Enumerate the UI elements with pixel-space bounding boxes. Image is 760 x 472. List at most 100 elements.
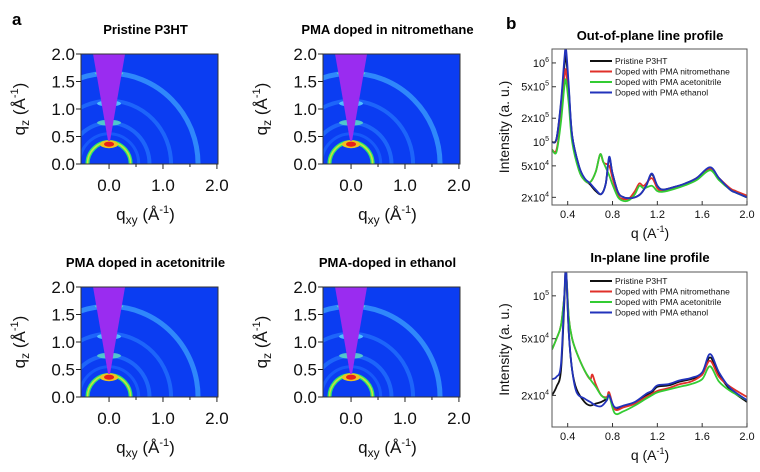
x-label-base: q (A — [631, 225, 657, 241]
panel-title: PMA-doped in ethanol — [319, 255, 456, 270]
x-label-close: ) — [169, 205, 175, 224]
legend-label: Doped with PMA acetonitrile — [615, 297, 722, 307]
y-tick-label: 2.0 — [51, 45, 75, 64]
y-label-base: q — [252, 359, 271, 368]
y-tick-label: 5x105 — [521, 81, 549, 94]
giwaxs-panel: PMA doped in acetonitrile 0.0 1.0 2.0 0.0 0.5… — [9, 255, 229, 460]
x-tick-label: 1.2 — [650, 431, 665, 443]
y-tick-label: 105 — [533, 290, 549, 303]
y-label-unit: (Å — [10, 97, 29, 119]
y-tick-label: 2x105 — [521, 112, 549, 125]
scattering-image — [81, 287, 218, 397]
x-label-unit: (Å — [380, 205, 402, 224]
peak-hot-spot — [346, 141, 357, 147]
scattering-image — [81, 54, 218, 164]
y-tick-exponent: 5 — [545, 81, 549, 88]
panel-title: PMA doped in nitromethane — [301, 22, 473, 37]
x-tick-label: 0.8 — [605, 209, 620, 221]
y-axis-label: qz (Å-1) — [9, 316, 32, 369]
x-label-unit: (Å — [138, 205, 160, 224]
y-tick-mantissa: 10 — [533, 137, 545, 149]
y-label-sup: -1 — [9, 88, 21, 98]
y-label-close: ) — [252, 316, 271, 322]
y-tick-exponent: 5 — [545, 112, 549, 119]
peak-hot-spot — [104, 374, 115, 380]
y-label-sup: -1 — [251, 321, 263, 331]
x-tick-label: 0.4 — [560, 431, 575, 443]
line-profile-charts: Out-of-plane line profile 0.4 0.8 1.2 1.6 2.0… — [496, 28, 755, 463]
in-plane-chart: In-plane line profile 0.4 0.8 1.2 1.6 2.0 105 5… — [496, 250, 755, 463]
x-tick-label: 2.0 — [447, 409, 471, 428]
x-tick-label: 2.0 — [447, 176, 471, 195]
x-tick-label: 2.0 — [205, 409, 229, 428]
y-tick-mantissa: 5x10 — [521, 82, 545, 94]
x-tick-label: 2.0 — [205, 176, 229, 195]
x-tick-label: 0.0 — [97, 409, 121, 428]
x-label-close: ) — [411, 205, 417, 224]
x-label-sup: -1 — [657, 224, 665, 234]
y-tick-label: 2x104 — [521, 389, 549, 402]
x-label-close: ) — [665, 447, 670, 463]
x-label-sub: xy — [368, 213, 380, 227]
x-label-sup: -1 — [159, 204, 169, 216]
legend-label: Doped with PMA ethanol — [615, 308, 708, 318]
plot-frame — [551, 271, 748, 428]
y-tick-exponent: 4 — [545, 333, 549, 340]
legend-label: Pristine P3HT — [615, 56, 667, 66]
y-tick-label: 0.5 — [293, 361, 317, 380]
x-tick-label: 1.6 — [695, 431, 710, 443]
x-label-sub: xy — [126, 446, 138, 460]
y-label-sup: -1 — [9, 321, 21, 331]
x-label-base: q — [116, 438, 125, 457]
panel-a-label: a — [12, 10, 22, 29]
y-label-unit: (Å — [252, 330, 271, 352]
chart-title: In-plane line profile — [590, 250, 709, 265]
y-tick-label: 1.0 — [293, 100, 317, 119]
x-tick-label: 0.0 — [339, 409, 363, 428]
x-axis-label: q (A-1) — [631, 446, 669, 463]
y-tick-label: 106 — [533, 57, 549, 70]
y-tick-label: 105 — [533, 136, 549, 149]
x-tick-label: 2.0 — [739, 431, 754, 443]
y-tick-label: 1.0 — [51, 100, 75, 119]
beamstop-wedge — [335, 287, 368, 374]
beamstop-wedge — [335, 54, 368, 141]
y-label-sub: z — [18, 120, 32, 126]
y-tick-label: 5x104 — [521, 333, 549, 346]
y-tick-label: 1.0 — [293, 333, 317, 352]
y-tick-label: 0.0 — [293, 388, 317, 407]
y-label-sub: z — [260, 353, 274, 359]
x-tick-label: 0.0 — [339, 176, 363, 195]
y-tick-mantissa: 2x10 — [521, 192, 545, 204]
x-label-base: q (A — [631, 447, 657, 463]
y-tick-exponent: 6 — [545, 57, 549, 64]
x-tick-label: 0.8 — [605, 431, 620, 443]
y-tick-label: 0.0 — [293, 155, 317, 174]
x-label-base: q — [116, 205, 125, 224]
x-label-unit: (Å — [380, 438, 402, 457]
series-lines — [552, 272, 747, 416]
series-line-doped-with-pma-ethanol — [552, 49, 747, 200]
x-label-sup: -1 — [401, 204, 411, 216]
y-tick-label: 0.5 — [51, 128, 75, 147]
x-tick-label: 1.0 — [393, 409, 417, 428]
plot-frame — [551, 48, 748, 206]
x-label-base: q — [358, 438, 367, 457]
x-tick-label: 1.6 — [695, 209, 710, 221]
y-axis-label: Intensity (a. u.) — [496, 81, 512, 174]
y-tick-label: 2.0 — [51, 278, 75, 297]
giwaxs-panel: PMA doped in nitromethane 0.0 1.0 2.0 0.0 0.5… — [251, 22, 474, 227]
legend-label: Doped with PMA nitromethane — [615, 67, 730, 77]
chart-title: Out-of-plane line profile — [577, 28, 724, 43]
x-tick-label: 1.0 — [151, 176, 175, 195]
legend-label: Doped with PMA acetonitrile — [615, 77, 722, 87]
x-label-close: ) — [665, 225, 670, 241]
y-tick-exponent: 4 — [545, 191, 549, 198]
y-axis-label: qz (Å-1) — [9, 83, 32, 136]
y-tick-label: 0.5 — [51, 361, 75, 380]
x-axis-label: q (A-1) — [631, 224, 669, 241]
y-tick-mantissa: 10 — [533, 58, 545, 70]
panel-title: Pristine P3HT — [103, 22, 188, 37]
y-tick-label: 0.5 — [293, 128, 317, 147]
